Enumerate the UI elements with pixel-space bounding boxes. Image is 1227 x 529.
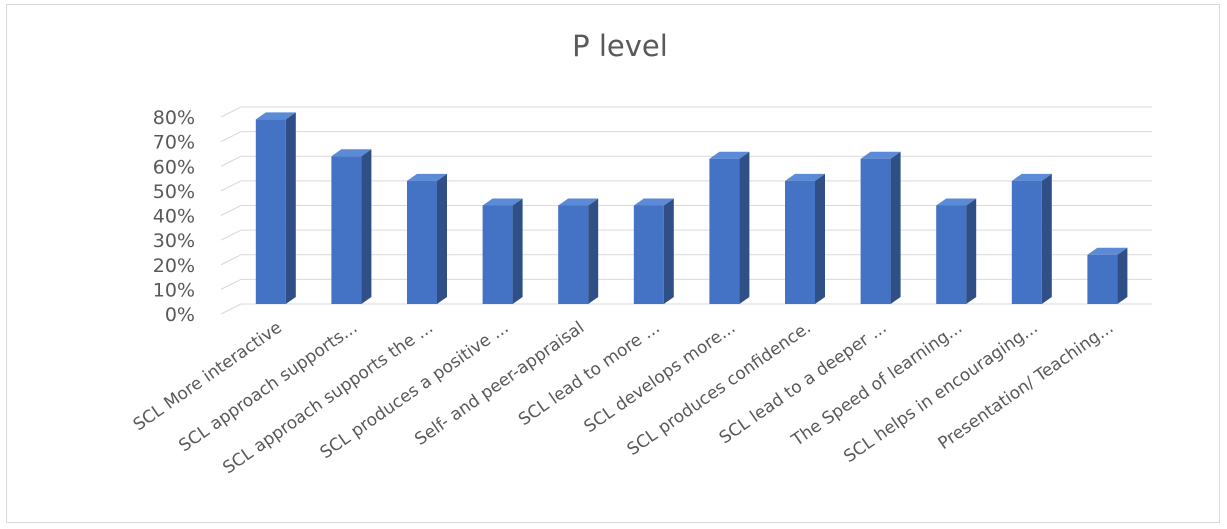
bar (709, 151, 750, 304)
y-axis-ticks: 0% 10%20% 30%40% 50% 60%70% 80% (153, 107, 195, 326)
bars (255, 112, 1128, 304)
gridline (220, 131, 1152, 143)
y-tick-label: 30% (153, 230, 195, 252)
bar (407, 173, 447, 304)
x-tick-label: SCL lead to more ... (515, 318, 664, 430)
y-tick-label: 20% (153, 255, 195, 277)
gridline (220, 180, 1152, 192)
bar (1087, 247, 1128, 304)
y-tick-label: 60% (153, 156, 195, 178)
bar (785, 173, 825, 304)
bar (558, 198, 599, 304)
gridline (220, 229, 1152, 241)
y-tick-label: 10% (153, 279, 195, 301)
bar (331, 149, 372, 304)
gridline (220, 155, 1152, 167)
bar (633, 198, 674, 304)
gridline (220, 254, 1152, 266)
chart-title: P level (572, 29, 668, 63)
y-tick-label: 0% (165, 304, 195, 326)
gridline (220, 303, 1152, 315)
gridline (220, 106, 1152, 118)
chart-frame: P level 0% 10% 20% 30% 40% 50% 60% 70% 80% SCL M… (6, 4, 1220, 523)
gridline (220, 205, 1152, 216)
bar (860, 151, 901, 304)
bar (936, 198, 977, 304)
y-tick-label: 70% (153, 132, 195, 154)
gridlines (220, 106, 1152, 315)
bar (1011, 173, 1052, 304)
bar (255, 112, 296, 304)
y-tick-label: 50% (153, 181, 195, 203)
y-tick-label: 40% (153, 206, 195, 228)
bar-chart: P level 0% 10%20% 30%40% 50% 60%70% 80% SCL M… (130, 29, 1152, 479)
gridline (220, 278, 1152, 290)
bar (482, 198, 523, 304)
y-tick-label: 80% (153, 107, 195, 129)
